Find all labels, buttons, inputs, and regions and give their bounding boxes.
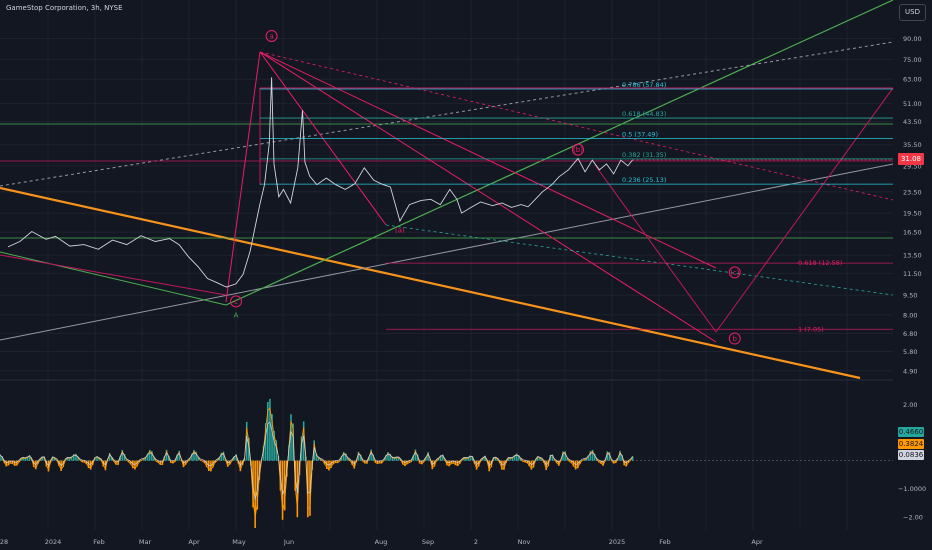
annotation-labels: 0.786 (57.84) 0.618 (44.83) 0.5 (37.49) 0.3… bbox=[230, 29, 842, 345]
time-axis-tick: Apr bbox=[188, 538, 200, 546]
osc-axis-tick: 2.00 bbox=[903, 401, 917, 409]
time-axis-tick: Nov bbox=[518, 538, 531, 546]
time-axis-tick: Aug bbox=[375, 538, 388, 546]
fib-level-label: 0.786 (57.84) bbox=[622, 81, 666, 89]
price-axis-tick: 8.00 bbox=[903, 311, 917, 319]
price-axis-tick: 13.50 bbox=[903, 252, 922, 260]
price-axis-tick: 75.00 bbox=[903, 56, 922, 64]
drawing-tools bbox=[0, 0, 894, 380]
dashed-grey-line bbox=[0, 41, 894, 187]
price-axis-tick: 9.50 bbox=[903, 292, 917, 300]
price-axis-tick: 19.50 bbox=[903, 210, 922, 218]
channel-green-upper bbox=[225, 0, 894, 306]
wave-label: (a) bbox=[395, 227, 405, 235]
price-axis-tick: 6.80 bbox=[903, 330, 917, 338]
wave-label: c bbox=[234, 298, 238, 306]
wave-label: (b) bbox=[573, 146, 583, 154]
projection-level-label: 0.618 (12.58) bbox=[798, 259, 842, 267]
osc-axis-tick: −1.0000 bbox=[898, 485, 926, 493]
dashed-teal bbox=[385, 224, 894, 296]
time-axis-tick: May bbox=[232, 538, 246, 546]
wave-line-a-b bbox=[259, 51, 717, 343]
osc-tag-teal: 0.4660 bbox=[898, 427, 924, 437]
osc-tag-orange: 0.3824 bbox=[898, 439, 924, 449]
wave-label: a bbox=[269, 32, 273, 40]
wave-lower-pink bbox=[0, 254, 227, 296]
projection-up bbox=[715, 87, 894, 333]
currency-button[interactable]: USD bbox=[899, 4, 926, 21]
fib-level-label: 0.382 (31.35) bbox=[622, 151, 666, 159]
price-axis-tick: 4.90 bbox=[903, 367, 917, 375]
time-axis-tick: Apr bbox=[751, 538, 763, 546]
wave-label: A bbox=[234, 311, 239, 319]
oscillator-pane bbox=[0, 398, 893, 528]
wave-label-circle bbox=[265, 29, 278, 42]
trendline-grey bbox=[0, 163, 894, 341]
time-axis-tick: Feb bbox=[93, 538, 105, 546]
price-axis-tick: 23.50 bbox=[903, 188, 922, 196]
fib-level-label: 0.236 (25.13) bbox=[622, 176, 666, 184]
time-axis-tick: Sep bbox=[422, 538, 434, 546]
symbol-title: GameStop Corporation, 3h, NYSE bbox=[6, 4, 123, 12]
grid-lines bbox=[0, 0, 893, 530]
projection-level-label: 1 (7.05) bbox=[798, 325, 824, 333]
price-line bbox=[7, 77, 633, 288]
time-axis[interactable]: 28 2024 Feb Mar Apr May Jun Aug Sep 2 Nov 2025 Feb Ap… bbox=[0, 538, 763, 546]
price-series bbox=[7, 77, 893, 288]
price-axis-tick: 16.50 bbox=[903, 229, 922, 237]
time-axis-tick: 2025 bbox=[609, 538, 626, 546]
wave-label-circle bbox=[728, 332, 741, 345]
time-axis-tick: Feb bbox=[659, 538, 671, 546]
fib-level-label: 0.618 (44.83) bbox=[622, 110, 666, 118]
price-axis-tick: 90.00 bbox=[903, 35, 922, 43]
time-axis-tick: Mar bbox=[139, 538, 152, 546]
price-axis-tick: 35.50 bbox=[903, 141, 922, 149]
wave-label-circle bbox=[728, 266, 741, 279]
price-axis-tick: 11.50 bbox=[903, 270, 922, 278]
time-axis-tick: 2024 bbox=[45, 538, 62, 546]
fib-level-label: 0.5 (37.49) bbox=[622, 130, 658, 138]
osc-tag-white: 0.0836 bbox=[898, 450, 924, 460]
projection-down bbox=[594, 164, 717, 333]
trendline-orange bbox=[0, 186, 861, 380]
wave-line-a-c bbox=[225, 51, 261, 303]
time-axis-tick: 2 bbox=[474, 538, 478, 546]
wave-label-circle bbox=[230, 295, 242, 308]
price-axis-tick: 5.80 bbox=[903, 348, 917, 356]
price-axis-tick: 29.50 bbox=[903, 162, 922, 170]
last-price-tag: 31.08 bbox=[898, 153, 924, 165]
price-axis-tick: 63.00 bbox=[903, 76, 922, 84]
time-axis-tick: Jun bbox=[283, 538, 294, 546]
wave-label: (c) bbox=[730, 269, 740, 277]
channel-green-lower bbox=[0, 251, 227, 306]
wave-label-circle bbox=[572, 143, 584, 156]
osc-line bbox=[0, 421, 633, 500]
time-axis-tick: 28 bbox=[0, 538, 8, 546]
wave-label: b bbox=[733, 335, 738, 343]
osc-axis-tick: −2.00 bbox=[903, 513, 923, 521]
wave-dashed-a bbox=[259, 51, 894, 201]
price-axis-tick: 43.50 bbox=[903, 118, 922, 126]
price-axis-tick: 51.00 bbox=[903, 100, 922, 108]
